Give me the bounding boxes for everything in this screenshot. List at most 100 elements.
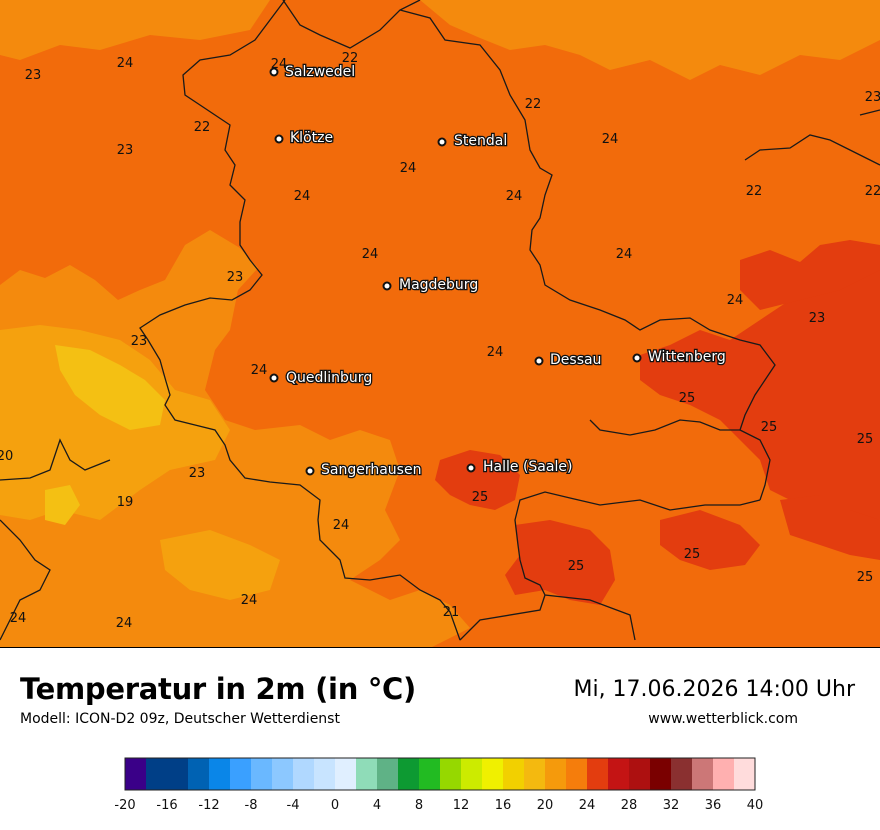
temperature-value: 24 xyxy=(333,518,350,533)
legend-swatch xyxy=(209,758,231,790)
temperature-value: 23 xyxy=(117,143,134,158)
zone-25-east xyxy=(640,260,880,520)
zone-19-south xyxy=(45,485,80,525)
city-markers: Salzwedel Klötze Stendal Magdeburg Quedl… xyxy=(269,63,727,479)
temperature-value: 24 xyxy=(506,189,523,204)
city-dot-icon xyxy=(269,67,279,77)
city-halle-saale: Halle (Saale) xyxy=(466,458,574,476)
legend-tick-label: 32 xyxy=(663,798,680,813)
city-dot-icon xyxy=(305,466,315,476)
temperature-value: 24 xyxy=(487,345,504,360)
legend-swatch xyxy=(587,758,609,790)
legend-frame xyxy=(124,757,756,791)
temperature-values: 24 22 23 24 22 23 22 24 24 24 22 22 23 2… xyxy=(0,51,880,631)
temperature-value: 23 xyxy=(25,68,42,83)
legend-swatch xyxy=(419,758,441,790)
legend-tick-label: 20 xyxy=(537,798,554,813)
legend-tick-label: 28 xyxy=(621,798,638,813)
legend-tick-label: -16 xyxy=(156,798,177,813)
zone-21-northwest xyxy=(0,0,270,60)
website-link[interactable]: www.wetterblick.com xyxy=(648,711,798,727)
color-legend: -20 -16 -12 -8 -4 0 4 8 12 16 20 24 28 32 36 40 xyxy=(114,757,764,813)
legend-swatch xyxy=(671,758,693,790)
city-label: Stendal xyxy=(454,133,507,149)
city-label: Quedlinburg xyxy=(286,370,372,386)
temperature-value: 23 xyxy=(189,466,206,481)
legend-swatch xyxy=(629,758,651,790)
legend-swatch xyxy=(188,758,210,790)
city-stendal: Stendal xyxy=(437,132,509,150)
state-borders xyxy=(0,0,880,641)
border-east-line xyxy=(589,419,740,436)
temperature-value: 24 xyxy=(294,189,311,204)
legend-swatch xyxy=(167,758,189,790)
temperature-value: 24 xyxy=(400,161,417,176)
zone-21-west xyxy=(0,230,470,648)
legend-swatch xyxy=(524,758,546,790)
zone-25-southeast xyxy=(660,510,760,570)
temperature-value: 22 xyxy=(746,184,763,199)
legend-swatches xyxy=(124,757,756,791)
zone-25-east-3 xyxy=(780,495,880,560)
temperature-value: 25 xyxy=(684,547,701,562)
temperature-value: 25 xyxy=(857,432,874,447)
city-dot-icon xyxy=(466,463,476,473)
temperature-value: 22 xyxy=(865,184,880,199)
legend-swatch xyxy=(482,758,504,790)
legend-swatch xyxy=(461,758,483,790)
temperature-value: 20 xyxy=(0,449,13,464)
legend-tick-label: -12 xyxy=(198,798,219,813)
legend-swatch xyxy=(608,758,630,790)
temperature-value: 19 xyxy=(117,495,134,510)
legend-swatch xyxy=(398,758,420,790)
zone-25-south xyxy=(505,520,615,605)
temperature-value: 24 xyxy=(251,363,268,378)
legend-swatch xyxy=(230,758,252,790)
city-label: Halle (Saale) xyxy=(483,459,572,475)
legend-tick-label: 4 xyxy=(373,798,381,813)
legend-tick-label: 40 xyxy=(747,798,764,813)
zone-19-west xyxy=(55,345,165,430)
legend-swatch xyxy=(356,758,378,790)
city-dot-icon xyxy=(274,134,284,144)
city-dot-icon xyxy=(269,373,279,383)
temperature-map: 24 22 23 24 22 23 22 24 24 24 22 22 23 2… xyxy=(0,0,880,648)
city-sangerhausen: Sangerhausen xyxy=(305,461,423,479)
temperature-value: 25 xyxy=(857,570,874,585)
zone-25-halle xyxy=(435,450,520,510)
legend-swatch xyxy=(146,758,168,790)
city-label: Sangerhausen xyxy=(321,462,421,478)
temperature-value: 23 xyxy=(227,270,244,285)
city-magdeburg: Magdeburg xyxy=(382,276,480,294)
city-dot-icon xyxy=(534,356,544,366)
legend-swatch xyxy=(566,758,588,790)
legend-swatch xyxy=(440,758,462,790)
legend-tick-label: -8 xyxy=(245,798,258,813)
legend-swatch xyxy=(314,758,336,790)
legend-swatch xyxy=(272,758,294,790)
city-quedlinburg: Quedlinburg xyxy=(269,369,374,387)
border-northeast xyxy=(744,109,880,166)
city-label: Salzwedel xyxy=(285,64,355,80)
legend-swatch xyxy=(713,758,735,790)
border-west-edge xyxy=(0,438,111,641)
temperature-value: 22 xyxy=(342,51,359,66)
legend-tick-label: 24 xyxy=(579,798,596,813)
city-wittenberg: Wittenberg xyxy=(632,348,727,366)
forecast-datetime: Mi, 17.06.2026 14:00 Uhr xyxy=(573,677,855,702)
temperature-value: 23 xyxy=(131,334,148,349)
city-dessau: Dessau xyxy=(534,351,603,369)
temperature-value: 24 xyxy=(117,56,134,71)
temperature-value: 24 xyxy=(10,611,27,626)
legend-swatch xyxy=(734,758,756,790)
city-dot-icon xyxy=(382,281,392,291)
city-dot-icon xyxy=(632,353,642,363)
temperature-value: 23 xyxy=(865,90,880,105)
zone-20-south xyxy=(160,530,280,600)
border-saxony-anhalt xyxy=(139,0,776,641)
city-salzwedel: Salzwedel xyxy=(269,63,356,81)
map-title: Temperatur in 2m (in °C) xyxy=(20,672,416,706)
city-label: Klötze xyxy=(290,130,333,146)
city-label: Wittenberg xyxy=(648,349,726,365)
legend-swatch xyxy=(692,758,714,790)
